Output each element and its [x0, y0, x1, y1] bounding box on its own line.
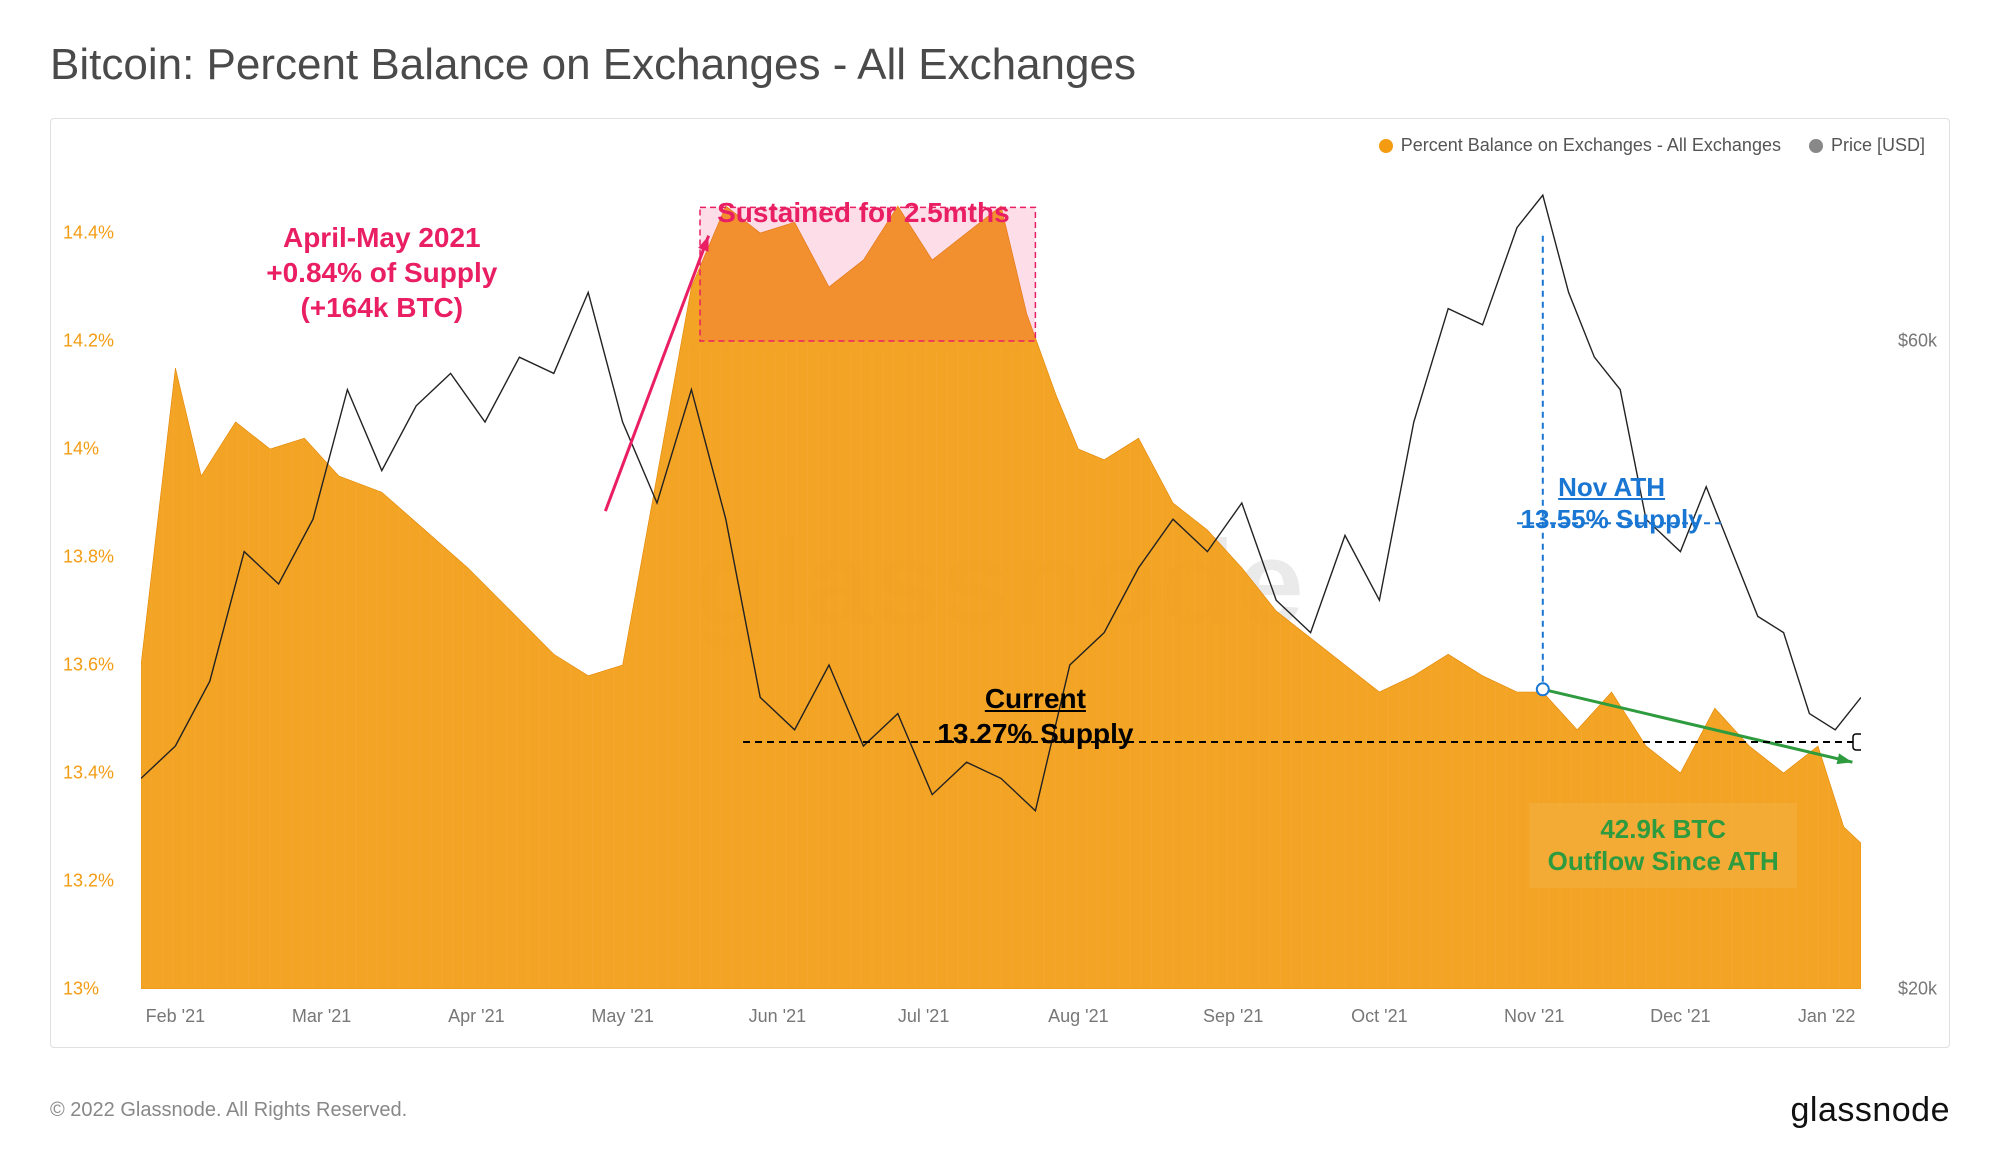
annotation: Nov ATH13.55% Supply	[1521, 471, 1703, 536]
y-left-tick: 14%	[63, 439, 99, 460]
x-tick: May '21	[591, 1006, 653, 1027]
outflow-annotation: 42.9k BTCOutflow Since ATH	[1530, 803, 1797, 888]
x-tick: Jan '22	[1798, 1006, 1855, 1027]
x-tick: Jun '21	[749, 1006, 806, 1027]
annotation: Current13.27% Supply	[937, 681, 1133, 751]
y-left-tick: 14.2%	[63, 331, 114, 352]
x-tick: Nov '21	[1504, 1006, 1564, 1027]
y-left-tick: 14.4%	[63, 223, 114, 244]
x-tick: Sep '21	[1203, 1006, 1264, 1027]
x-tick: Apr '21	[448, 1006, 504, 1027]
x-tick: Jul '21	[898, 1006, 949, 1027]
copyright: © 2022 Glassnode. All Rights Reserved.	[50, 1099, 407, 1122]
legend: Percent Balance on Exchanges - All Excha…	[1379, 135, 1925, 156]
x-tick: Feb '21	[146, 1006, 205, 1027]
y-left-tick: 13%	[63, 979, 99, 1000]
chart-title: Bitcoin: Percent Balance on Exchanges - …	[50, 40, 1950, 90]
legend-label-balance: Percent Balance on Exchanges - All Excha…	[1401, 135, 1781, 155]
legend-item-price: Price [USD]	[1809, 135, 1925, 156]
y-left-tick: 13.2%	[63, 871, 114, 892]
y-right-tick: $60k	[1898, 331, 1937, 352]
brand-logo: glassnode	[1790, 1091, 1950, 1130]
x-tick: Oct '21	[1351, 1006, 1407, 1027]
chart-container: Percent Balance on Exchanges - All Excha…	[50, 118, 1950, 1048]
y-right-tick: $20k	[1898, 979, 1937, 1000]
annotation: April-May 2021+0.84% of Supply(+164k BTC…	[266, 220, 497, 325]
legend-item-balance: Percent Balance on Exchanges - All Excha…	[1379, 135, 1781, 156]
x-tick: Mar '21	[292, 1006, 351, 1027]
x-tick: Dec '21	[1650, 1006, 1710, 1027]
y-left-tick: 13.6%	[63, 655, 114, 676]
y-left-tick: 13.8%	[63, 547, 114, 568]
y-left-tick: 13.4%	[63, 763, 114, 784]
annotation: Sustained for 2.5mths	[717, 195, 1010, 230]
x-tick: Aug '21	[1048, 1006, 1109, 1027]
legend-label-price: Price [USD]	[1831, 135, 1925, 155]
